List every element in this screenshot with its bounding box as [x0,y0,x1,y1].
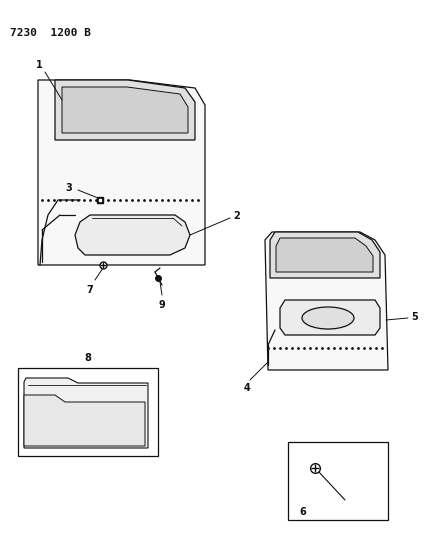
Bar [18,368,158,456]
Polygon shape [276,238,373,272]
Bar [288,442,388,520]
Polygon shape [62,87,188,133]
Polygon shape [24,395,145,446]
Text: 8: 8 [85,353,92,363]
Polygon shape [55,80,195,140]
Text: 1: 1 [36,60,43,70]
Polygon shape [265,232,388,370]
Text: 5: 5 [411,312,418,322]
Polygon shape [24,378,148,448]
Text: 9: 9 [159,300,165,310]
Polygon shape [75,215,190,255]
Ellipse shape [302,307,354,329]
Text: 7: 7 [86,285,93,295]
Polygon shape [280,300,380,335]
Text: 6: 6 [300,507,306,517]
Text: 3: 3 [65,183,72,193]
Text: 7230  1200 B: 7230 1200 B [10,28,91,38]
Text: 2: 2 [233,211,240,221]
Polygon shape [38,80,205,265]
Polygon shape [270,232,380,278]
Text: 4: 4 [244,383,250,393]
